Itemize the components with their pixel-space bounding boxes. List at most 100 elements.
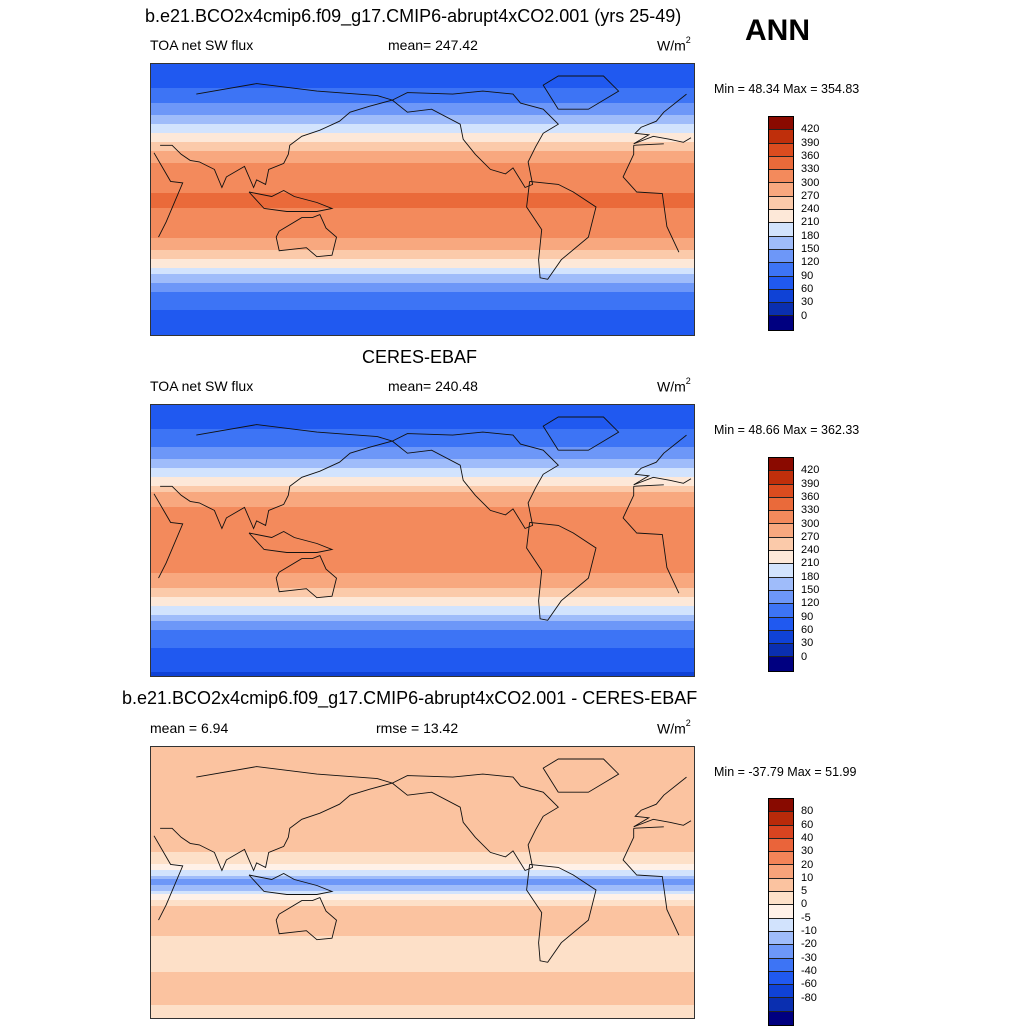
zonal-band bbox=[151, 489, 694, 493]
zonal-band bbox=[151, 274, 694, 278]
zonal-band bbox=[151, 112, 694, 116]
colorbar-swatch bbox=[769, 316, 793, 330]
zonal-band bbox=[151, 813, 694, 817]
zonal-band bbox=[151, 573, 694, 577]
colorbar-tick-label: 270 bbox=[801, 189, 820, 202]
zonal-band bbox=[151, 259, 694, 263]
zonal-band bbox=[151, 807, 694, 811]
zonal-band bbox=[151, 993, 694, 997]
zonal-band bbox=[151, 127, 694, 131]
zonal-band bbox=[151, 564, 694, 568]
coastline bbox=[153, 484, 680, 594]
zonal-band bbox=[151, 603, 694, 607]
zonal-band bbox=[151, 157, 694, 161]
colorbar-swatch bbox=[769, 1011, 793, 1026]
colorbar-swatch bbox=[769, 799, 793, 813]
zonal-band bbox=[151, 250, 694, 254]
zonal-band bbox=[151, 987, 694, 991]
zonal-band bbox=[151, 633, 694, 637]
colorbar-swatch bbox=[769, 249, 793, 264]
colorbar-swatch bbox=[769, 524, 793, 538]
zonal-band bbox=[151, 235, 694, 239]
zonal-band bbox=[151, 280, 694, 284]
panel2-coastlines bbox=[153, 416, 692, 621]
zonal-band bbox=[151, 648, 694, 652]
colorbar-tick-label: 80 bbox=[801, 805, 814, 818]
colorbar-swatch bbox=[769, 971, 793, 986]
colorbar-swatch bbox=[769, 905, 793, 919]
zonal-band bbox=[151, 747, 694, 751]
zonal-band bbox=[151, 319, 694, 323]
zonal-band bbox=[151, 789, 694, 793]
zonal-band bbox=[151, 582, 694, 586]
zonal-band bbox=[151, 169, 694, 173]
zonal-band bbox=[151, 663, 694, 667]
panel2-minmax: Min = 48.66 Max = 362.33 bbox=[714, 423, 860, 437]
zonal-band bbox=[151, 831, 694, 835]
zonal-band bbox=[151, 900, 694, 904]
zonal-band bbox=[151, 456, 694, 460]
panel3-zonal-bands bbox=[151, 747, 694, 1018]
colorbar-swatch bbox=[769, 236, 793, 250]
colorbar-tick-label: -5 bbox=[801, 911, 811, 924]
zonal-band bbox=[151, 951, 694, 955]
panel3-mean: mean = 6.94 bbox=[150, 720, 229, 736]
zonal-band bbox=[151, 471, 694, 475]
colorbar-tick-label: 60 bbox=[801, 818, 814, 831]
colorbar-tick-label: 390 bbox=[801, 136, 820, 149]
coastline bbox=[160, 766, 692, 872]
colorbar-swatch bbox=[769, 617, 793, 631]
zonal-band bbox=[151, 945, 694, 949]
panel1-zonal-bands bbox=[151, 64, 694, 335]
zonal-band bbox=[151, 783, 694, 787]
zonal-band bbox=[151, 271, 694, 275]
zonal-band bbox=[151, 918, 694, 922]
zonal-band bbox=[151, 286, 694, 290]
zonal-band bbox=[151, 145, 694, 149]
coastline bbox=[526, 521, 597, 621]
zonal-band bbox=[151, 193, 694, 197]
zonal-band bbox=[151, 331, 694, 335]
zonal-band bbox=[151, 199, 694, 203]
zonal-band bbox=[151, 876, 694, 880]
zonal-band bbox=[151, 420, 694, 424]
zonal-band bbox=[151, 465, 694, 469]
zonal-band bbox=[151, 474, 694, 478]
colorbar-swatch bbox=[769, 931, 793, 946]
zonal-band bbox=[151, 241, 694, 245]
colorbar-tick-label: 360 bbox=[801, 149, 820, 162]
zonal-band bbox=[151, 840, 694, 844]
colorbar-swatch bbox=[769, 918, 793, 932]
zonal-band bbox=[151, 750, 694, 754]
zonal-band bbox=[151, 597, 694, 601]
colorbar-tick-label: 210 bbox=[801, 557, 820, 570]
zonal-band bbox=[151, 534, 694, 538]
zonal-band bbox=[151, 585, 694, 589]
colorbar-tick-label: 5 bbox=[801, 885, 808, 898]
zonal-band bbox=[151, 990, 694, 994]
coastline bbox=[248, 189, 334, 212]
colorbar-tick-label: 90 bbox=[801, 610, 814, 623]
zonal-band bbox=[151, 771, 694, 775]
colorbar-swatch bbox=[769, 143, 793, 157]
zonal-band bbox=[151, 636, 694, 640]
panel1-coastlines bbox=[153, 75, 692, 280]
zonal-band bbox=[151, 555, 694, 559]
colorbar-tick-label: 0 bbox=[801, 309, 808, 322]
panel3-title: b.e21.BCO2x4cmip6.f09_g17.CMIP6-abrupt4x… bbox=[122, 688, 698, 708]
zonal-band bbox=[151, 963, 694, 967]
zonal-band bbox=[151, 570, 694, 574]
zonal-band bbox=[151, 669, 694, 673]
colorbar-swatch bbox=[769, 945, 793, 959]
colorbar-swatch bbox=[769, 825, 793, 839]
zonal-band bbox=[151, 435, 694, 439]
panel2-mean: mean= 240.48 bbox=[388, 378, 478, 394]
colorbar-swatch bbox=[769, 892, 793, 906]
colorbar-tick-label: 120 bbox=[801, 597, 820, 610]
zonal-band bbox=[151, 921, 694, 925]
zonal-band bbox=[151, 969, 694, 973]
zonal-band bbox=[151, 870, 694, 874]
zonal-band bbox=[151, 247, 694, 251]
coastline bbox=[275, 214, 338, 258]
zonal-band bbox=[151, 423, 694, 427]
